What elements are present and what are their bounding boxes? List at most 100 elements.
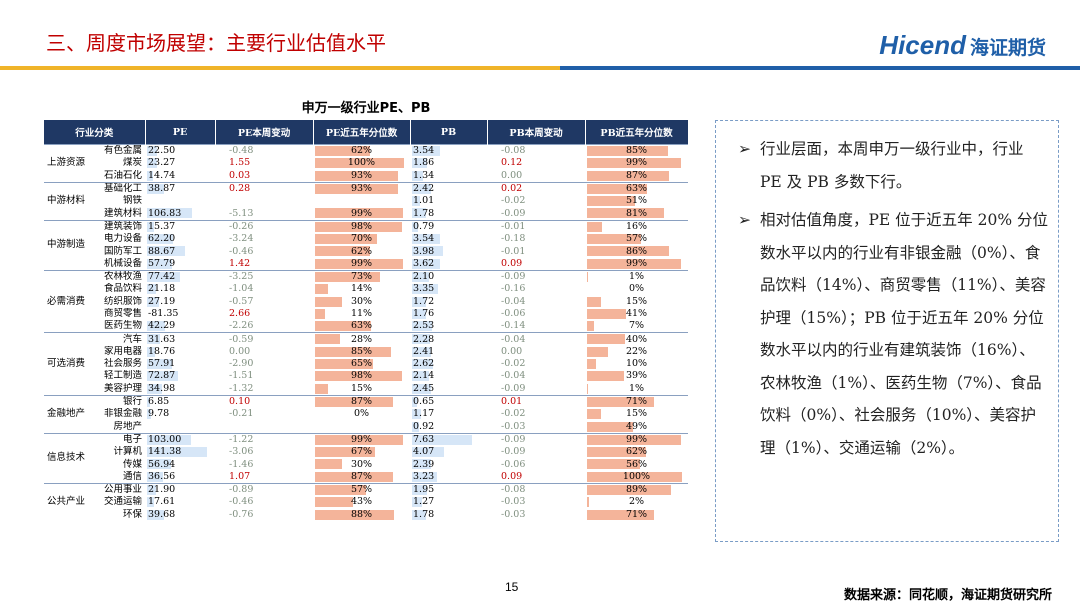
table-cell: 纺织服饰 (104, 295, 143, 307)
cell-text: -0.09 (501, 207, 526, 219)
table-cell: 62% (313, 245, 410, 257)
cell-text: 63% (625, 183, 648, 195)
table-cell: 电子 (94, 432, 146, 447)
cell-text: 0.12 (501, 157, 523, 169)
table-cell: 62% (585, 446, 688, 458)
cell-text: -0.09 (501, 433, 526, 445)
table-cell (313, 195, 410, 207)
table-cell: 3.98 (410, 245, 487, 257)
cell-text: 0.00 (229, 345, 251, 357)
table-row: 交通运输 17.61 -0.46 43% 1.27 -0.03 2% (44, 496, 688, 508)
table-cell: -0.18 (487, 233, 585, 245)
percentile-bar (315, 308, 325, 319)
value-bar (412, 359, 433, 370)
table-cell: 10% (585, 358, 688, 370)
table-cell: 99% (313, 258, 410, 271)
percentile-bar (315, 359, 374, 370)
cell-text: -5.13 (229, 207, 254, 219)
table-cell: 3.23 (410, 471, 487, 484)
cell-text: 18.76 (148, 345, 176, 357)
table-row: 建筑材料 106.83 -5.13 99% 1.78 -0.09 81% (44, 207, 688, 220)
table-cell: 1.07 (215, 471, 313, 484)
table-cell: -0.03 (487, 509, 585, 521)
cell-text: 16% (625, 220, 648, 232)
table-cell: 15% (585, 408, 688, 420)
table-cell: 63% (585, 181, 689, 196)
cell-text: 0.02 (501, 183, 523, 195)
cell-text: -0.09 (501, 446, 526, 458)
group-cell: 中游制造 (44, 219, 94, 271)
table-cell: 医药生物 (104, 320, 143, 332)
cell-text: -0.46 (229, 245, 254, 257)
table-row: 国防军工 88.67 -0.46 62% 3.98 -0.01 86% (44, 245, 688, 257)
cell-text: 88.67 (148, 245, 176, 257)
table-cell: 65% (313, 358, 410, 370)
table-cell: -0.09 (487, 446, 585, 458)
cell-text: 3.23 (413, 470, 435, 482)
value-bar (412, 284, 439, 295)
table-cell: -5.13 (215, 207, 313, 220)
logo: Hicend 海证期货 (879, 30, 1046, 61)
table-cell: 计算机 (113, 446, 143, 458)
cell-text: 73% (350, 271, 373, 283)
table-row: 通信 36.56 1.07 87% 3.23 0.09 100% (44, 471, 688, 484)
table-cell: 22% (585, 346, 688, 358)
value-bar (147, 208, 193, 219)
table-cell: 1% (585, 269, 689, 284)
table-cell: 98% (313, 370, 410, 382)
logo-cn: 海证期货 (969, 38, 1046, 59)
group-cell: 金融地产 (44, 394, 94, 434)
cell-text: 2.62 (413, 358, 435, 370)
table-title: 申万一级行业PE、PB (301, 101, 431, 116)
cell-text: 56.94 (148, 458, 176, 470)
table-cell: -0.26 (215, 219, 314, 234)
group-cell: 公共产业 (44, 483, 94, 521)
table-cell: 21.18 (145, 283, 215, 295)
table-cell: 建筑装饰 (94, 219, 146, 234)
table-cell: 100% (585, 471, 688, 484)
percentile-bar (587, 396, 655, 407)
cell-text: 72.87 (148, 370, 176, 382)
table-cell: 机械设备 (104, 257, 143, 269)
cell-text: -1.32 (229, 382, 254, 394)
cell-text: -0.01 (501, 245, 526, 257)
percentile-bar (315, 258, 404, 269)
value-bar (412, 170, 423, 181)
table-cell: 商贸零售 (104, 308, 143, 319)
table-cell: 6.85 (145, 394, 216, 409)
table-cell: -0.03 (487, 496, 585, 508)
table-cell: 56.94 (145, 458, 215, 470)
cell-text: -3.25 (229, 271, 254, 283)
cell-text: -0.89 (229, 484, 254, 496)
table-cell: 86% (585, 245, 688, 257)
table-cell: 2.66 (215, 308, 313, 320)
cell-text: 85% (625, 145, 648, 157)
cell-text: 62% (625, 446, 648, 458)
percentile-bar (315, 146, 371, 156)
cell-text: 71% (625, 508, 648, 520)
table-cell: 14.74 (145, 170, 215, 183)
cell-text: -0.14 (501, 320, 526, 332)
cell-text: -0.02 (501, 195, 526, 207)
table-cell: -0.76 (215, 509, 313, 521)
cell-text: -0.18 (501, 233, 526, 245)
value-bar (412, 459, 431, 470)
table-cell: -3.06 (215, 446, 313, 458)
table-cell: 87% (313, 394, 411, 409)
table-cell: -0.46 (215, 496, 313, 508)
cell-text: 2% (628, 496, 645, 508)
percentile-bar (315, 246, 371, 257)
value-bar (412, 183, 432, 194)
percentile-bar (587, 158, 681, 169)
table-cell: 57.91 (145, 358, 215, 370)
table-cell: 23.27 (145, 157, 215, 169)
value-bar (147, 271, 180, 282)
cell-text: -0.03 (501, 420, 526, 432)
cell-text: 93% (350, 169, 373, 181)
value-bar (412, 196, 420, 207)
group-cell: 中游材料 (44, 181, 94, 221)
value-bar (412, 346, 431, 357)
table-cell: 环保 (123, 508, 143, 520)
header-rule (560, 66, 1080, 70)
cell-text: 0.92 (413, 420, 435, 432)
